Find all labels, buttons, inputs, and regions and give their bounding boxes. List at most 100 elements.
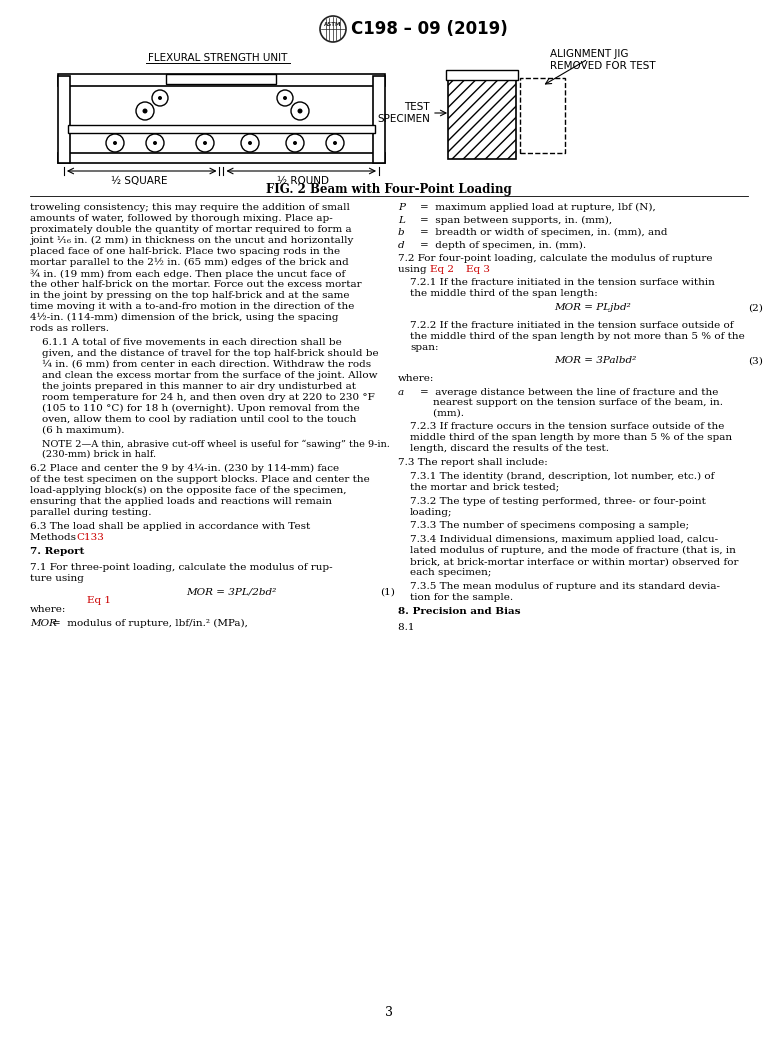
Text: MOR = PLjbd²: MOR = PLjbd² <box>554 303 631 312</box>
Bar <box>58 153 385 163</box>
Text: 6.3 The load shall be applied in accordance with Test: 6.3 The load shall be applied in accorda… <box>30 522 310 531</box>
Circle shape <box>153 141 157 145</box>
Text: ¾ in. (19 mm) from each edge. Then place the uncut face of: ¾ in. (19 mm) from each edge. Then place… <box>30 269 345 279</box>
Circle shape <box>248 141 252 145</box>
Text: parallel during testing.: parallel during testing. <box>30 508 152 517</box>
Text: 4½-in. (114-mm) dimension of the brick, using the spacing: 4½-in. (114-mm) dimension of the brick, … <box>30 313 338 323</box>
Text: Eq 2: Eq 2 <box>430 264 454 274</box>
Text: length, discard the results of the test.: length, discard the results of the test. <box>410 445 609 454</box>
Text: 7.3.2 The type of testing performed, three- or four-point: 7.3.2 The type of testing performed, thr… <box>410 497 706 506</box>
Text: mortar parallel to the 2½ in. (65 mm) edges of the brick and: mortar parallel to the 2½ in. (65 mm) ed… <box>30 258 349 268</box>
Bar <box>68 125 375 133</box>
Text: 7.2.1 If the fracture initiated in the tension surface within: 7.2.1 If the fracture initiated in the t… <box>410 278 715 287</box>
Circle shape <box>196 134 214 152</box>
Text: d: d <box>398 240 405 250</box>
Circle shape <box>136 102 154 120</box>
Text: troweling consistency; this may require the addition of small: troweling consistency; this may require … <box>30 203 350 212</box>
Text: =  depth of specimen, in. (mm).: = depth of specimen, in. (mm). <box>420 240 586 250</box>
Text: 8. Precision and Bias: 8. Precision and Bias <box>398 607 520 615</box>
Circle shape <box>203 141 207 145</box>
Circle shape <box>106 134 124 152</box>
Bar <box>520 78 565 153</box>
Text: the mortar and brick tested;: the mortar and brick tested; <box>410 483 559 492</box>
Bar <box>58 74 385 86</box>
Text: each specimen;: each specimen; <box>410 568 492 577</box>
Text: 7.3 The report shall include:: 7.3 The report shall include: <box>398 458 548 467</box>
Text: ALIGNMENT JIG
REMOVED FOR TEST: ALIGNMENT JIG REMOVED FOR TEST <box>550 49 656 72</box>
Text: the middle third of the span length by not more than 5 % of the: the middle third of the span length by n… <box>410 332 745 340</box>
Text: FIG. 2 Beam with Four-Point Loading: FIG. 2 Beam with Four-Point Loading <box>266 183 512 196</box>
Text: tion for the sample.: tion for the sample. <box>410 593 513 602</box>
Circle shape <box>320 16 346 42</box>
Text: 7.1 For three-point loading, calculate the modulus of rup-: 7.1 For three-point loading, calculate t… <box>30 563 333 573</box>
Text: P: P <box>398 203 405 212</box>
Circle shape <box>293 141 297 145</box>
Bar <box>448 78 516 159</box>
Text: oven, allow them to cool by radiation until cool to the touch: oven, allow them to cool by radiation un… <box>42 414 356 424</box>
Bar <box>446 70 518 80</box>
Text: Methods: Methods <box>30 533 79 542</box>
Circle shape <box>158 96 162 100</box>
Circle shape <box>326 134 344 152</box>
Circle shape <box>113 141 117 145</box>
Text: (3): (3) <box>748 356 763 365</box>
Text: 8.1: 8.1 <box>398 624 418 632</box>
Text: load-applying block(s) on the opposite face of the specimen,: load-applying block(s) on the opposite f… <box>30 486 346 496</box>
Text: MOR: MOR <box>30 619 57 628</box>
Circle shape <box>297 108 303 113</box>
Text: ensuring that the applied loads and reactions will remain: ensuring that the applied loads and reac… <box>30 498 332 506</box>
Text: of the test specimen on the support blocks. Place and center the: of the test specimen on the support bloc… <box>30 475 370 484</box>
Circle shape <box>142 108 148 113</box>
Text: NOTE 2—A thin, abrasive cut-off wheel is useful for “sawing” the 9-in.: NOTE 2—A thin, abrasive cut-off wheel is… <box>42 439 390 449</box>
Bar <box>166 74 276 84</box>
Text: amounts of water, followed by thorough mixing. Place ap-: amounts of water, followed by thorough m… <box>30 214 333 223</box>
Text: Eq 3: Eq 3 <box>466 264 490 274</box>
Text: (1): (1) <box>380 588 395 596</box>
Text: brick, at brick-mortar interface or within mortar) observed for: brick, at brick-mortar interface or with… <box>410 557 738 566</box>
Circle shape <box>152 90 168 106</box>
Text: =  average distance between the line of fracture and the
    nearest support on : = average distance between the line of f… <box>420 388 723 417</box>
Circle shape <box>241 134 259 152</box>
Text: ASTM: ASTM <box>324 23 342 27</box>
Text: joint ¹⁄₁₆ in. (2 mm) in thickness on the uncut and horizontally: joint ¹⁄₁₆ in. (2 mm) in thickness on th… <box>30 236 353 245</box>
Text: the middle third of the span length:: the middle third of the span length: <box>410 289 598 299</box>
Text: where:: where: <box>398 374 434 383</box>
Text: in the joint by pressing on the top half-brick and at the same: in the joint by pressing on the top half… <box>30 291 349 300</box>
Text: 3: 3 <box>385 1006 393 1019</box>
Text: and clean the excess mortar from the surface of the joint. Allow: and clean the excess mortar from the sur… <box>42 371 377 380</box>
Text: placed face of one half-brick. Place two spacing rods in the: placed face of one half-brick. Place two… <box>30 247 340 256</box>
Text: (230-mm) brick in half.: (230-mm) brick in half. <box>42 450 156 459</box>
Text: ½ ROUND: ½ ROUND <box>277 176 329 186</box>
Text: 7.3.1 The identity (brand, description, lot number, etc.) of: 7.3.1 The identity (brand, description, … <box>410 472 714 481</box>
Text: =  maximum applied load at rupture, lbf (N),: = maximum applied load at rupture, lbf (… <box>420 203 656 212</box>
Text: using: using <box>398 264 430 274</box>
Text: 7.3.5 The mean modulus of rupture and its standard devia-: 7.3.5 The mean modulus of rupture and it… <box>410 582 720 591</box>
Text: MOR = 3PL/2bd²: MOR = 3PL/2bd² <box>186 588 276 596</box>
Text: =  breadth or width of specimen, in. (mm), and: = breadth or width of specimen, in. (mm)… <box>420 228 668 237</box>
Text: (105 to 110 °C) for 18 h (overnight). Upon removal from the: (105 to 110 °C) for 18 h (overnight). Up… <box>42 404 359 413</box>
Circle shape <box>286 134 304 152</box>
Text: 7.3.4 Individual dimensions, maximum applied load, calcu-: 7.3.4 Individual dimensions, maximum app… <box>410 535 718 544</box>
Circle shape <box>277 90 293 106</box>
Text: Eq 1: Eq 1 <box>87 596 111 605</box>
Text: rods as rollers.: rods as rollers. <box>30 324 109 333</box>
Text: proximately double the quantity of mortar required to form a: proximately double the quantity of morta… <box>30 225 352 234</box>
Text: MOR = 3Palbd²: MOR = 3Palbd² <box>554 356 636 365</box>
Text: 6.2 Place and center the 9 by 4¼-in. (230 by 114-mm) face: 6.2 Place and center the 9 by 4¼-in. (23… <box>30 464 339 474</box>
Text: (2): (2) <box>748 303 763 312</box>
Bar <box>373 76 385 163</box>
Text: 7.2 For four-point loading, calculate the modulus of rupture: 7.2 For four-point loading, calculate th… <box>398 254 713 262</box>
Text: given, and the distance of travel for the top half-brick should be: given, and the distance of travel for th… <box>42 349 379 358</box>
Text: ture using: ture using <box>30 575 87 583</box>
Bar <box>58 76 70 163</box>
Text: b: b <box>398 228 405 237</box>
Circle shape <box>146 134 164 152</box>
Text: time moving it with a to-and-fro motion in the direction of the: time moving it with a to-and-fro motion … <box>30 302 354 311</box>
Text: span:: span: <box>410 342 439 352</box>
Text: =  span between supports, in. (mm),: = span between supports, in. (mm), <box>420 215 612 225</box>
Text: ½ SQUARE: ½ SQUARE <box>111 176 168 186</box>
Text: where:: where: <box>30 606 66 614</box>
Text: TEST
SPECIMEN: TEST SPECIMEN <box>377 102 430 124</box>
Text: 7.2.3 If fracture occurs in the tension surface outside of the: 7.2.3 If fracture occurs in the tension … <box>410 423 724 431</box>
Text: 6.1.1 A total of five movements in each direction shall be: 6.1.1 A total of five movements in each … <box>42 337 342 347</box>
